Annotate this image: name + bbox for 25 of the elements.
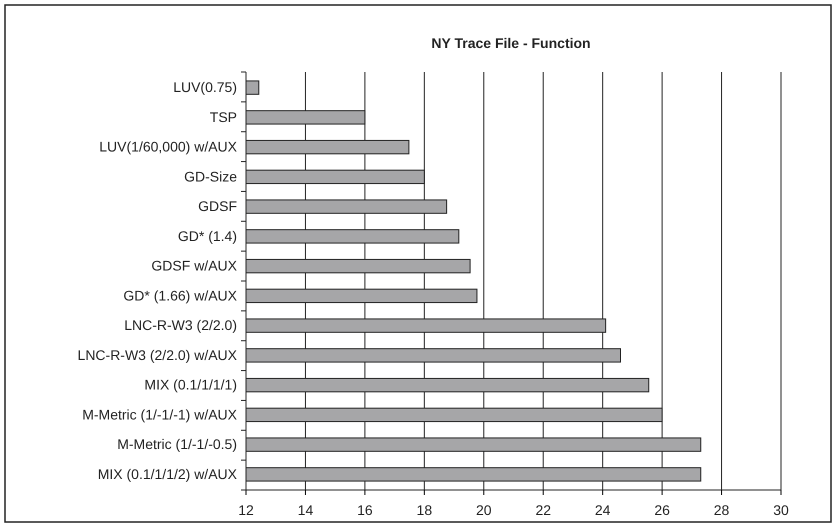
x-tick-label: 26	[654, 502, 670, 518]
y-tick-label: MIX (0.1/1/1/1)	[144, 376, 237, 393]
x-tick-label: 24	[594, 502, 611, 518]
x-tick-label: 18	[416, 502, 432, 518]
y-tick-label: MIX (0.1/1/1/2) w/AUX	[98, 466, 238, 482]
y-tick-label: M-Metric (1/-1/-1) w/AUX	[82, 406, 238, 422]
y-tick-label: LNC-R-W3 (2/2.0) w/AUX	[78, 346, 238, 363]
chart-title: NY Trace File - Function	[431, 35, 591, 51]
x-tick-label: 22	[535, 502, 552, 518]
y-tick-label: GD* (1.4)	[178, 228, 237, 244]
y-tick-label: LNC-R-W3 (2/2.0)	[124, 317, 237, 334]
y-tick-label: GD* (1.66) w/AUX	[123, 287, 238, 304]
x-tick-label: 30	[773, 502, 789, 518]
x-tick-label: 12	[238, 502, 254, 518]
x-tick-label: 14	[298, 502, 314, 518]
y-tick-label: GDSF	[198, 198, 237, 214]
y-tick-label: TSP	[210, 108, 237, 125]
x-tick-label: 20	[476, 502, 492, 518]
x-tick-label: 28	[714, 502, 730, 518]
y-tick-label: GDSF w/AUX	[151, 258, 238, 274]
y-tick-label: GD-Size	[184, 168, 238, 184]
x-tick-label: 16	[357, 502, 373, 518]
y-tick-label: LUV(1/60,000) w/AUX	[99, 138, 238, 155]
y-tick-label: M-Metric (1/-1/-0.5)	[117, 436, 237, 452]
y-tick-label: LUV(0.75)	[173, 79, 237, 96]
